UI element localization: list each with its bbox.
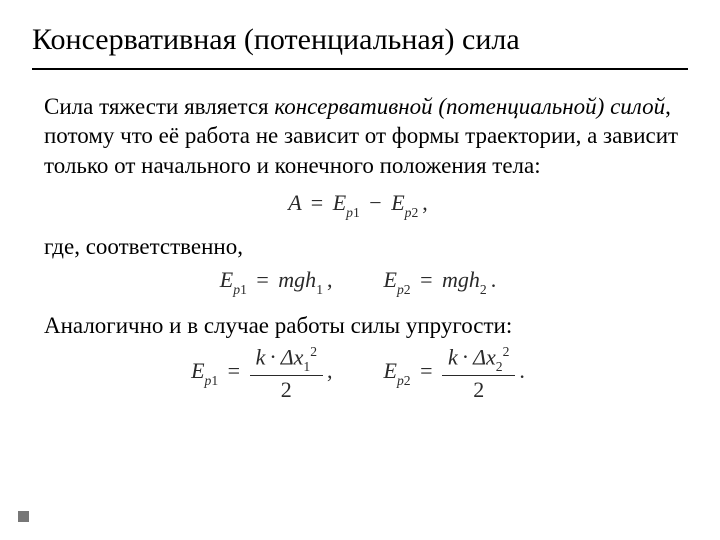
paragraph-2: где, соответственно,: [44, 232, 688, 261]
eq3-p2: p: [397, 373, 404, 388]
eq1-comma: ,: [418, 190, 432, 215]
eq3-dx2: Δx: [473, 344, 496, 369]
eq2-2: 2: [404, 282, 411, 297]
eq3-k2: k: [448, 344, 458, 369]
eq3-k1: k: [256, 344, 266, 369]
eq1-minus: −: [365, 190, 385, 215]
eq2-h1: 1: [316, 282, 323, 297]
eq1-p1: p: [346, 205, 353, 220]
eq3-dx2-sub: 2: [496, 359, 503, 374]
eq2-mgh2: mgh: [442, 267, 480, 292]
corner-bullet-icon: [18, 511, 29, 522]
eq3-frac2-bot: 2: [442, 376, 515, 402]
eq3-E2: E: [384, 358, 397, 383]
eq2-comma: ,: [323, 267, 337, 292]
eq3-frac2: k·Δx22 2: [442, 344, 515, 402]
eq3-dot1: ·: [265, 344, 280, 369]
eq3-frac1: k·Δx12 2: [250, 344, 323, 402]
slide-title: Консервативная (потенциальная) сила: [32, 22, 688, 58]
eq3-dx2-sup: 2: [503, 344, 510, 359]
eq2-mgh1: mgh: [278, 267, 316, 292]
eq1-1: 1: [353, 205, 360, 220]
equation-work: A = Ep1 − Ep2,: [32, 190, 688, 219]
eq3-dx1-sup: 2: [310, 344, 317, 359]
eq1-2: 2: [411, 205, 418, 220]
para1-pre: Сила тяжести является: [44, 94, 274, 119]
eq3-frac1-bot: 2: [250, 376, 323, 402]
eq3-period: .: [515, 358, 529, 383]
eq3-eq1: =: [224, 358, 244, 383]
eq3-dx1-sub: 1: [303, 359, 310, 374]
eq1-A: A: [288, 190, 301, 215]
eq2-eq2: =: [416, 267, 436, 292]
eq2-eq1: =: [252, 267, 272, 292]
title-rule: [32, 68, 688, 70]
eq3-E1: E: [191, 358, 204, 383]
paragraph-3: Аналогично и в случае работы силы упруго…: [44, 311, 688, 340]
paragraph-1: Сила тяжести является консервативной (по…: [44, 92, 688, 180]
eq3-1: 1: [211, 373, 218, 388]
equation-ep-gravity: Ep1 = mgh1, Ep2 = mgh2.: [32, 267, 688, 296]
eq2-E2: E: [384, 267, 397, 292]
slide: Консервативная (потенциальная) сила Сила…: [0, 0, 720, 540]
eq2-1: 1: [240, 282, 247, 297]
eq2-h2: 2: [480, 282, 487, 297]
eq2-E1: E: [220, 267, 233, 292]
eq3-2: 2: [404, 373, 411, 388]
eq1-E2: E: [391, 190, 404, 215]
eq3-dx1: Δx: [281, 344, 304, 369]
equation-ep-spring: Ep1 = k·Δx12 2 , Ep2 = k·Δx22 2 .: [32, 344, 688, 402]
eq1-eq: =: [307, 190, 327, 215]
eq3-frac2-top: k·Δx22: [442, 344, 515, 376]
eq3-eq2: =: [416, 358, 436, 383]
eq2-p2: p: [397, 282, 404, 297]
eq2-period: .: [487, 267, 501, 292]
eq3-dot2: ·: [458, 344, 473, 369]
eq3-comma: ,: [323, 358, 337, 383]
eq3-frac1-top: k·Δx12: [250, 344, 323, 376]
eq1-E1: E: [333, 190, 346, 215]
para1-emph: консервативной (потенциальной) силой: [274, 94, 665, 119]
